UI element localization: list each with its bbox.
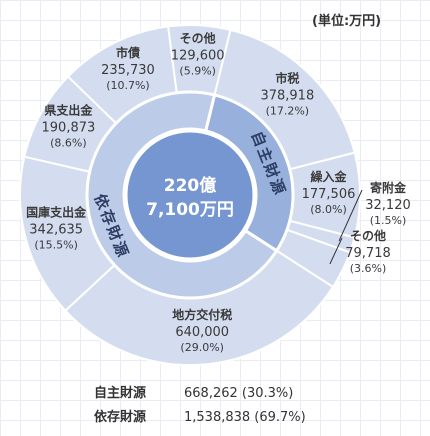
slice-name: 国庫支出金 [26, 205, 87, 220]
slice-percent: (17.2%) [266, 104, 310, 117]
inner-slice-1 [85, 90, 279, 300]
slice-name: 寄附金 [370, 180, 407, 195]
slice-percent: (15.5%) [34, 239, 78, 252]
slice-value: 190,873 [42, 121, 96, 136]
slice-value: 129,600 [171, 49, 225, 64]
slice-name: 地方交付税 [172, 307, 232, 322]
slice-name: 繰入金 [310, 169, 347, 184]
slice-name: 市債 [116, 45, 140, 60]
summary-value: 668,262 (30.3%) [184, 386, 294, 401]
summary-label: 自主財源 [94, 386, 147, 401]
summary-value: 1,538,838 (69.7%) [184, 410, 306, 425]
slice-value: 640,000 [175, 325, 229, 340]
center-total-line1: 220億 [164, 175, 217, 196]
center-disc [124, 129, 256, 261]
slice-value: 177,506 [302, 187, 356, 202]
slice-value: 342,635 [29, 223, 83, 238]
center-total-line2: 7,100万円 [146, 200, 234, 220]
slice-value: 235,730 [101, 63, 155, 78]
slice-percent: (8.6%) [50, 137, 87, 150]
slice-percent: (5.9%) [179, 65, 216, 78]
slice-name: 市税 [275, 70, 299, 85]
slice-percent: (8.0%) [310, 203, 347, 216]
slice-name: その他 [180, 31, 216, 46]
slice-name: 県支出金 [44, 103, 93, 118]
summary-row-izon: 依存財源 1,538,838 (69.7%) [94, 406, 306, 425]
unit-label: (単位:万円) [312, 14, 382, 29]
slice-value: 378,918 [260, 88, 314, 103]
summary-label: 依存財源 [94, 410, 147, 425]
slice-percent: (3.6%) [350, 262, 387, 275]
slice-name: その他 [350, 228, 386, 243]
slice-percent: (10.7%) [106, 79, 150, 92]
slice-value: 79,718 [345, 246, 391, 261]
leader-line [329, 237, 343, 265]
slice-value: 32,120 [365, 198, 411, 213]
slice-percent: (1.5%) [370, 214, 407, 227]
slice-percent: (29.0%) [180, 341, 224, 354]
inner-slice-0 [203, 93, 295, 253]
summary-row-jishu: 自主財源 668,262 (30.3%) [94, 382, 293, 401]
leader-line [338, 189, 363, 242]
